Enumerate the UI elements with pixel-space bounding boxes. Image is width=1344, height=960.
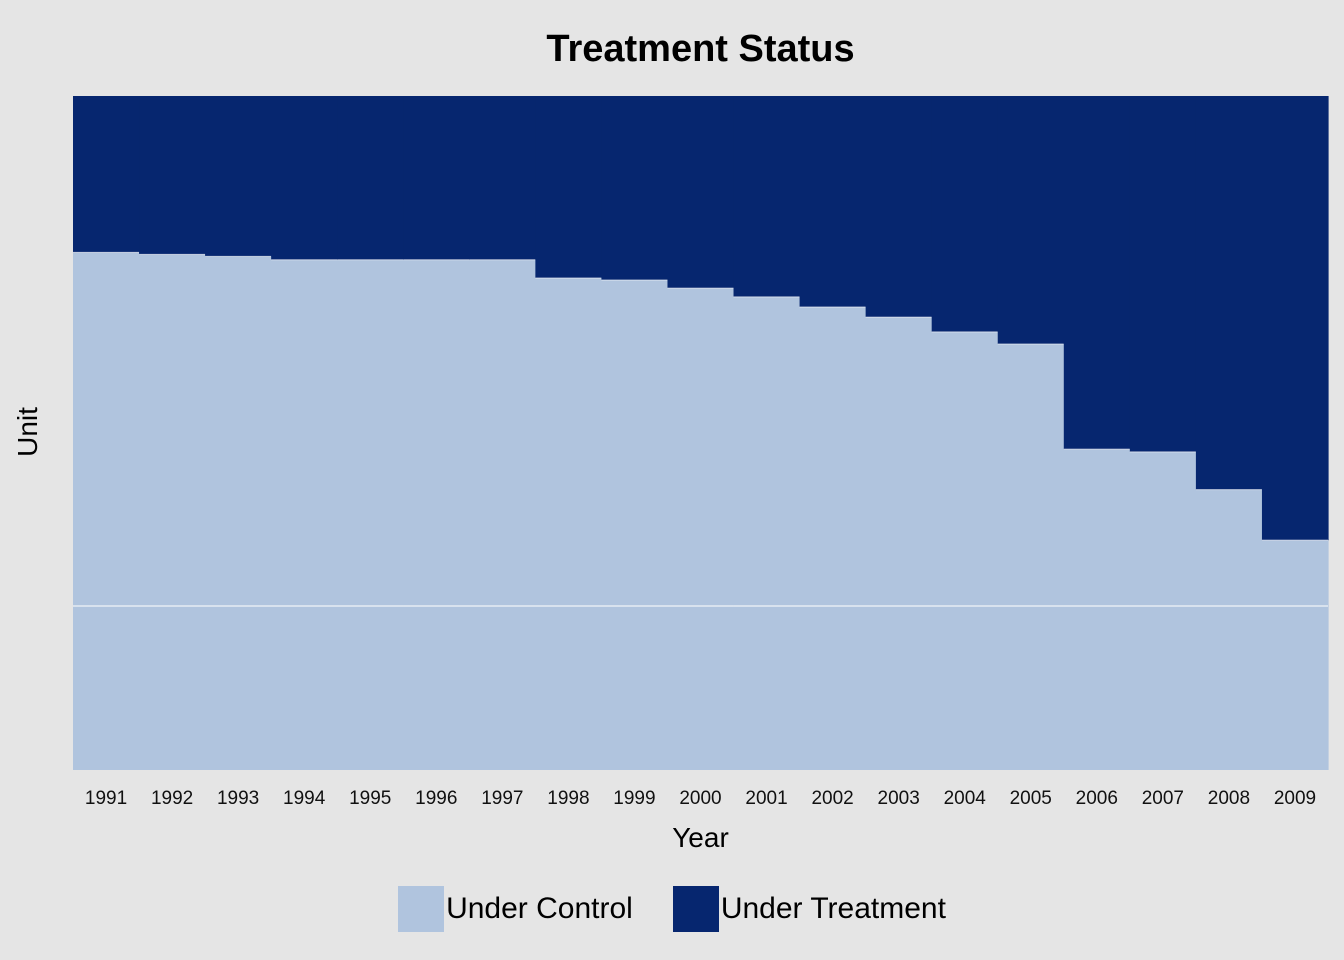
- bar-control-1997: [469, 259, 536, 770]
- bar-control-1998: [535, 277, 603, 770]
- bar-control-2003: [865, 317, 933, 770]
- bar-treatment-1994: [271, 96, 338, 260]
- bar-treatment-2008: [1195, 96, 1263, 490]
- y-axis-label: Unit: [12, 407, 43, 457]
- bar-treatment-1992: [139, 96, 206, 255]
- bar-treatment-2004: [931, 96, 999, 332]
- x-axis-label: Year: [672, 822, 729, 853]
- bar-control-2006: [1063, 449, 1131, 770]
- bar-treatment-1993: [205, 96, 272, 257]
- x-tick-2000: 2000: [679, 788, 722, 809]
- bar-control-2005: [997, 344, 1065, 770]
- x-tick-1991: 1991: [84, 788, 128, 809]
- bar-treatment-2006: [1063, 96, 1131, 450]
- bar-control-2007: [1129, 451, 1197, 770]
- bar-treatment-2007: [1129, 96, 1197, 452]
- bar-treatment-1998: [535, 96, 603, 278]
- bar-control-2008: [1195, 489, 1263, 770]
- chart-title: Treatment Status: [546, 28, 855, 70]
- bar-treatment-2002: [799, 96, 867, 307]
- bar-control-1992: [139, 254, 206, 770]
- bar-control-2000: [667, 288, 735, 770]
- x-tick-2007: 2007: [1141, 788, 1184, 809]
- bar-treatment-2000: [667, 96, 735, 289]
- x-tick-2008: 2008: [1207, 788, 1251, 809]
- legend-swatch-control: [398, 886, 445, 932]
- bar-treatment-1996: [403, 96, 470, 260]
- bar-control-2001: [733, 296, 801, 770]
- x-tick-2009: 2009: [1273, 788, 1317, 809]
- bar-control-1999: [601, 280, 669, 770]
- x-tick-1994: 1994: [283, 788, 326, 809]
- legend-item-control: Under Control: [398, 886, 633, 932]
- x-tick-1997: 1997: [481, 788, 524, 809]
- bar-treatment-2003: [865, 96, 933, 318]
- x-tick-2003: 2003: [877, 788, 920, 809]
- bar-treatment-1991: [73, 96, 140, 253]
- bar-control-2009: [1261, 540, 1329, 770]
- x-tick-2004: 2004: [943, 788, 986, 809]
- bar-treatment-1995: [337, 96, 404, 260]
- legend-item-treatment: Under Treatment: [672, 886, 946, 932]
- bar-control-1995: [337, 259, 404, 770]
- legend-label-treatment: Under Treatment: [720, 892, 946, 925]
- x-tick-1992: 1992: [150, 788, 194, 809]
- bar-treatment-2005: [997, 96, 1065, 345]
- x-tick-2005: 2005: [1009, 788, 1052, 809]
- legend: Under Control Under Treatment: [0, 886, 1344, 932]
- bar-control-2004: [931, 331, 999, 770]
- x-tick-1993: 1993: [216, 788, 260, 809]
- bar-treatment-1999: [601, 96, 669, 281]
- legend-label-control: Under Control: [446, 892, 633, 925]
- bar-control-1994: [271, 259, 338, 770]
- bar-treatment-2001: [733, 96, 801, 297]
- bar-control-1996: [403, 259, 470, 770]
- legend-swatch-treatment: [672, 886, 719, 932]
- bar-control-2002: [799, 306, 867, 770]
- x-tick-2006: 2006: [1075, 788, 1118, 809]
- x-tick-1998: 1998: [547, 788, 590, 809]
- x-tick-1996: 1996: [415, 788, 458, 809]
- x-tick-2002: 2002: [811, 788, 854, 809]
- x-tick-1995: 1995: [349, 788, 392, 809]
- bar-treatment-2009: [1261, 96, 1329, 541]
- x-tick-2001: 2001: [745, 788, 788, 809]
- bar-control-1991: [73, 252, 140, 771]
- bar-control-1993: [205, 256, 272, 770]
- x-tick-1999: 1999: [613, 788, 656, 809]
- bar-treatment-1997: [469, 96, 536, 260]
